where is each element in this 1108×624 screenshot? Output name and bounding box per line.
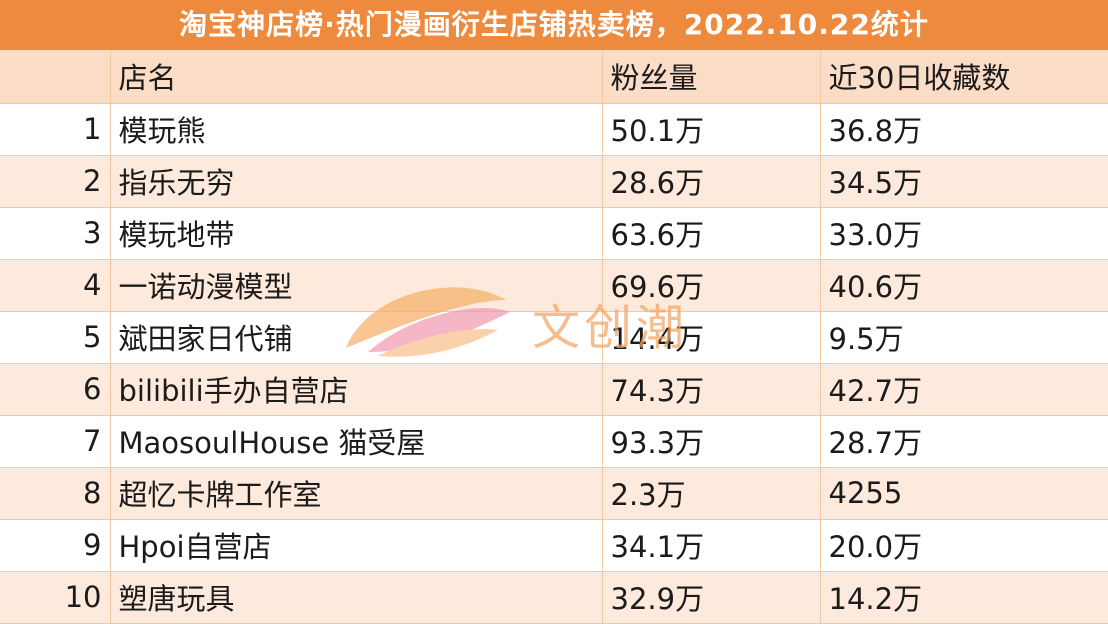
rank-cell: 3 [0,207,111,260]
ranking-table: 店名 粉丝量 近30日收藏数 1 模玩熊 50.1万 36.8万 2 指乐无穷 28.6万 3… [0,50,1108,624]
table-row: 4 一诺动漫模型 69.6万 40.6万 [0,259,1108,312]
table-row: 9 Hpoi自营店 34.1万 20.0万 [0,519,1108,572]
rank-cell: 9 [0,519,111,572]
table-row: 3 模玩地带 63.6万 33.0万 [0,207,1108,260]
header-store-name: 店名 [110,50,603,104]
header-favorites-30d: 近30日收藏数 [820,50,1108,104]
store-name-cell: 斌田家日代铺 [110,311,603,364]
table-row: 2 指乐无穷 28.6万 34.5万 [0,155,1108,208]
store-name-cell: 模玩熊 [110,103,603,156]
favorites-cell: 34.5万 [820,155,1108,208]
store-name-cell: 一诺动漫模型 [110,259,603,312]
store-name-cell: MaosoulHouse 猫受屋 [110,415,603,468]
store-name-cell: 塑唐玩具 [110,571,603,624]
rank-cell: 1 [0,103,111,156]
fans-cell: 14.4万 [602,311,821,364]
fans-cell: 63.6万 [602,207,821,260]
fans-cell: 2.3万 [602,467,821,520]
fans-cell: 50.1万 [602,103,821,156]
table-row: 5 斌田家日代铺 14.4万 9.5万 [0,311,1108,364]
favorites-cell: 36.8万 [820,103,1108,156]
favorites-cell: 14.2万 [820,571,1108,624]
table-row: 6 bilibili手办自营店 74.3万 42.7万 [0,363,1108,416]
header-fans: 粉丝量 [602,50,821,104]
rank-cell: 8 [0,467,111,520]
store-name-cell: 超忆卡牌工作室 [110,467,603,520]
store-name-cell: Hpoi自营店 [110,519,603,572]
fans-cell: 69.6万 [602,259,821,312]
table-row: 10 塑唐玩具 32.9万 14.2万 [0,571,1108,624]
rank-cell: 4 [0,259,111,312]
favorites-cell: 42.7万 [820,363,1108,416]
favorites-cell: 33.0万 [820,207,1108,260]
fans-cell: 74.3万 [602,363,821,416]
rank-cell: 2 [0,155,111,208]
favorites-cell: 28.7万 [820,415,1108,468]
fans-cell: 34.1万 [602,519,821,572]
favorites-cell: 4255 [820,467,1108,520]
rank-cell: 6 [0,363,111,416]
page-title: 淘宝神店榜·热门漫画衍生店铺热卖榜，2022.10.22统计 [0,0,1108,50]
favorites-cell: 20.0万 [820,519,1108,572]
header-rank [0,50,111,104]
fans-cell: 28.6万 [602,155,821,208]
fans-cell: 93.3万 [602,415,821,468]
fans-cell: 32.9万 [602,571,821,624]
table-header-row: 店名 粉丝量 近30日收藏数 [0,50,1108,104]
rank-cell: 5 [0,311,111,364]
store-name-cell: 模玩地带 [110,207,603,260]
table-row: 7 MaosoulHouse 猫受屋 93.3万 28.7万 [0,415,1108,468]
favorites-cell: 9.5万 [820,311,1108,364]
store-name-cell: bilibili手办自营店 [110,363,603,416]
rank-cell: 10 [0,571,111,624]
table-row: 1 模玩熊 50.1万 36.8万 [0,103,1108,156]
store-name-cell: 指乐无穷 [110,155,603,208]
rank-cell: 7 [0,415,111,468]
table-row: 8 超忆卡牌工作室 2.3万 4255 [0,467,1108,520]
favorites-cell: 40.6万 [820,259,1108,312]
